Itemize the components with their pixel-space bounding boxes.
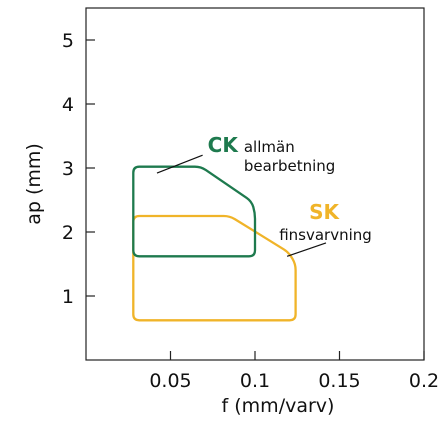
region-sk-label: SK bbox=[309, 200, 340, 224]
y-tick-label: 5 bbox=[62, 30, 74, 52]
y-axis-title: ap (mm) bbox=[23, 143, 45, 225]
x-tick-label: 0.05 bbox=[149, 370, 191, 392]
ticks-layer: 0.05 0.1 0.15 0.2 1 2 3 4 5 bbox=[62, 30, 439, 392]
plot-frame bbox=[85, 7, 425, 361]
y-tick-label: 1 bbox=[62, 286, 74, 308]
y-tick-label: 4 bbox=[62, 94, 74, 116]
region-sk-leader bbox=[286, 242, 327, 257]
y-tick-label: 3 bbox=[62, 158, 74, 180]
region-sk-description: finsvarvning bbox=[279, 226, 372, 244]
x-axis-title: f (mm/varv) bbox=[222, 395, 335, 417]
region-ck-outline bbox=[132, 165, 257, 258]
region-ck-leader bbox=[156, 154, 203, 174]
region-sk-outline bbox=[132, 214, 297, 322]
region-ck-label: CK bbox=[208, 133, 240, 157]
x-tick-label: 0.15 bbox=[318, 370, 360, 392]
region-ck-description: bearbetning bbox=[244, 157, 335, 175]
x-tick-label: 0.2 bbox=[409, 370, 439, 392]
y-tick-label: 2 bbox=[62, 222, 74, 244]
x-tick-label: 0.1 bbox=[240, 370, 270, 392]
region-ck-description: allmän bbox=[244, 138, 295, 156]
